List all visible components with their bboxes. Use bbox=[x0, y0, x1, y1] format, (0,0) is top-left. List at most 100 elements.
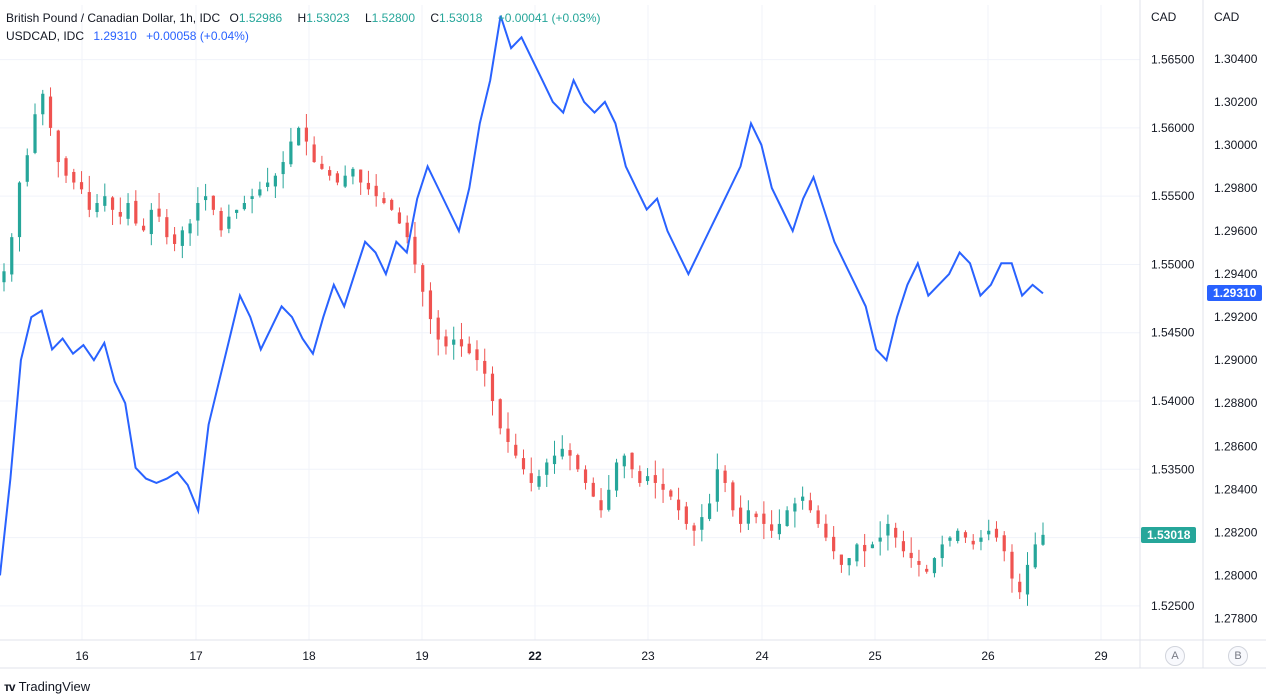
candle-body bbox=[770, 524, 774, 531]
right-scale-tick: 1.29400 bbox=[1214, 267, 1258, 281]
candle-body bbox=[33, 114, 37, 153]
candle-body bbox=[925, 568, 929, 572]
candle-body bbox=[808, 500, 812, 511]
candle-body bbox=[41, 93, 45, 115]
candle-body bbox=[266, 182, 270, 187]
candle-body bbox=[1002, 535, 1006, 552]
left-scale-tick: 1.56000 bbox=[1151, 121, 1195, 135]
candle-body bbox=[948, 537, 952, 541]
candle-body bbox=[250, 196, 254, 199]
candlestick-series bbox=[2, 87, 1045, 606]
x-axis-tick: 19 bbox=[415, 649, 429, 663]
left-scale-tick: 1.52500 bbox=[1151, 599, 1195, 613]
candle-body bbox=[824, 523, 828, 538]
candle-body bbox=[436, 317, 440, 340]
brand-name: TradingView bbox=[18, 679, 91, 694]
chart-grid bbox=[0, 5, 1140, 640]
candle-body bbox=[498, 399, 502, 429]
tradingview-brand[interactable]: ᴛᴠ TradingView bbox=[4, 679, 90, 694]
candle-body bbox=[676, 499, 681, 511]
right-scale-tick: 1.27800 bbox=[1214, 611, 1258, 625]
candle-body bbox=[878, 537, 882, 542]
right-scale-tick: 1.28200 bbox=[1214, 525, 1258, 539]
candle-body bbox=[700, 517, 704, 530]
candle-body bbox=[312, 144, 316, 163]
candle-body bbox=[1018, 581, 1022, 593]
candle-body bbox=[855, 544, 859, 562]
candle-body bbox=[103, 196, 107, 206]
candle-body bbox=[994, 528, 999, 538]
candle-body bbox=[909, 552, 913, 559]
candle-body bbox=[731, 482, 735, 511]
candle-body bbox=[87, 192, 91, 210]
candle-body bbox=[351, 168, 355, 177]
candle-body bbox=[459, 339, 464, 347]
tradingview-logo-icon: ᴛᴠ bbox=[4, 679, 16, 694]
candle-body bbox=[126, 203, 130, 219]
candle-body bbox=[932, 558, 937, 574]
x-axis-tick: 16 bbox=[75, 649, 89, 663]
candle-body bbox=[17, 182, 22, 238]
candle-body bbox=[452, 339, 456, 345]
candle-body bbox=[95, 203, 99, 213]
candle-body bbox=[428, 290, 433, 320]
x-axis-tick: 24 bbox=[755, 649, 769, 663]
candle-body bbox=[692, 525, 696, 531]
candle-body bbox=[72, 171, 76, 183]
candle-body bbox=[917, 560, 921, 565]
compare-series-name: USDCAD, IDC bbox=[6, 29, 85, 43]
candle-body bbox=[599, 500, 603, 511]
candle-body bbox=[227, 216, 231, 229]
left-scale-tick: 1.55000 bbox=[1151, 257, 1195, 271]
x-axis-tick: 23 bbox=[641, 649, 655, 663]
right-scale-tick: 1.28600 bbox=[1214, 439, 1258, 453]
candle-body bbox=[614, 462, 619, 491]
candle-body bbox=[638, 471, 642, 483]
candle-body bbox=[832, 536, 836, 552]
candle-body bbox=[1025, 564, 1030, 595]
candle-body bbox=[863, 544, 867, 552]
candle-body bbox=[785, 510, 789, 526]
candle-body bbox=[281, 162, 285, 175]
right-scale-tick: 1.28000 bbox=[1214, 568, 1258, 582]
candle-body bbox=[545, 462, 549, 475]
candle-body bbox=[320, 163, 324, 169]
candle-body bbox=[715, 469, 719, 502]
right-scale-tick: 1.28400 bbox=[1214, 482, 1258, 496]
candle-body bbox=[25, 155, 29, 182]
scale-b-button[interactable]: B bbox=[1228, 646, 1248, 666]
candle-body bbox=[110, 197, 115, 210]
candle-body bbox=[165, 217, 169, 238]
candle-body bbox=[684, 506, 688, 524]
candle-body bbox=[397, 212, 402, 224]
candle-body bbox=[901, 541, 906, 552]
candle-body bbox=[118, 211, 122, 217]
candle-body bbox=[591, 482, 595, 497]
main-series-name: British Pound / Canadian Dollar, 1h, IDC bbox=[6, 11, 221, 25]
candle-body bbox=[987, 530, 991, 535]
auto-scale-button[interactable]: A bbox=[1165, 646, 1185, 666]
candle-body bbox=[754, 513, 758, 518]
candle-body bbox=[1033, 544, 1037, 568]
right-scale-tick: 1.29800 bbox=[1214, 181, 1258, 195]
candle-body bbox=[521, 458, 526, 470]
candle-body bbox=[211, 195, 215, 210]
candle-body bbox=[56, 130, 60, 163]
candle-body bbox=[467, 343, 471, 354]
candle-body bbox=[707, 503, 712, 519]
right-scale-tick: 1.29000 bbox=[1214, 353, 1258, 367]
candle-body bbox=[739, 507, 743, 524]
candle-body bbox=[669, 490, 673, 497]
left-scale-tick: 1.54000 bbox=[1151, 394, 1195, 408]
candle-body bbox=[576, 455, 580, 470]
candle-body bbox=[514, 444, 518, 456]
candle-body bbox=[359, 169, 363, 183]
candle-body bbox=[172, 234, 177, 244]
candle-body bbox=[552, 455, 557, 465]
candle-body bbox=[963, 532, 968, 538]
candle-body bbox=[956, 530, 960, 542]
candle-body bbox=[1010, 551, 1014, 579]
compare-change: +0.00058 (+0.04%) bbox=[146, 29, 249, 43]
candle-body bbox=[188, 223, 192, 234]
